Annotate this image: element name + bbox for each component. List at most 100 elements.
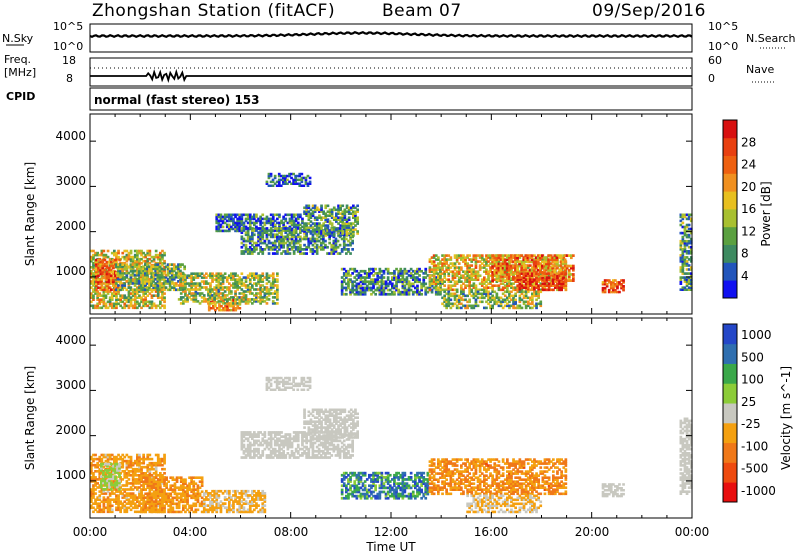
data-cell (522, 280, 526, 283)
data-cell (356, 232, 359, 235)
data-cell (681, 262, 685, 265)
data-cell (401, 280, 405, 284)
data-cell (541, 282, 545, 285)
data-cell (170, 286, 174, 289)
data-cell (101, 288, 105, 292)
data-cell (543, 286, 547, 289)
data-cell (133, 280, 137, 283)
data-cell (198, 274, 202, 277)
data-cell (159, 296, 162, 299)
data-cell (112, 270, 115, 274)
data-cell (309, 230, 313, 233)
data-cell (393, 269, 396, 273)
data-cell (113, 480, 116, 483)
data-cell (347, 224, 351, 227)
data-cell (474, 262, 478, 265)
data-cell (351, 239, 354, 243)
data-cell (240, 298, 244, 301)
data-cell (524, 260, 528, 263)
data-cell (137, 273, 141, 277)
data-cell (273, 245, 277, 249)
data-cell (163, 259, 166, 263)
data-cell (543, 266, 547, 269)
data-cell (217, 300, 221, 303)
nsky-tick-top: 10^5 (53, 20, 83, 33)
data-cell (361, 290, 365, 294)
data-cell (612, 290, 615, 294)
data-cell (156, 280, 160, 283)
data-cell (141, 273, 145, 277)
data-cell (292, 172, 295, 176)
data-cell (92, 266, 95, 269)
data-cell (109, 276, 113, 280)
data-cell (535, 274, 538, 277)
data-cell (117, 506, 120, 510)
data-cell (271, 280, 275, 283)
data-cell (354, 214, 357, 217)
data-cell (282, 241, 285, 245)
data-cell (545, 258, 548, 262)
data-cell (286, 239, 290, 243)
data-cell (271, 213, 275, 217)
data-cell (499, 254, 503, 257)
data-cell (447, 290, 451, 294)
data-cell (152, 259, 156, 263)
data-cell (92, 486, 95, 489)
data-cell (234, 272, 237, 275)
data-cell (683, 225, 687, 229)
data-cell (562, 286, 566, 289)
data-cell (552, 288, 555, 292)
data-cell (296, 225, 300, 229)
data-cell (520, 298, 524, 302)
freq-unit: [MHz] (4, 66, 36, 79)
data-cell (282, 229, 285, 232)
data-cell (188, 292, 191, 295)
data-cell (560, 282, 563, 285)
data-cell (92, 284, 95, 287)
data-cell (311, 214, 315, 217)
data-cell (207, 292, 210, 295)
colorbar-frame (722, 119, 738, 299)
data-cell (113, 251, 116, 255)
data-cell (354, 218, 357, 221)
data-cell (99, 270, 102, 274)
data-cell (386, 278, 390, 281)
data-cell (154, 265, 157, 269)
data-cell (156, 288, 160, 292)
data-cell (339, 208, 342, 212)
data-cell (242, 243, 246, 247)
data-cell (177, 288, 180, 292)
data-cell (503, 258, 507, 262)
data-cell (328, 234, 332, 237)
data-cell (90, 470, 93, 473)
data-cell (259, 231, 262, 234)
cpid-label: CPID (6, 90, 35, 103)
data-cell (491, 264, 494, 268)
data-cell (259, 239, 262, 243)
data-cell (416, 269, 419, 273)
data-cell (524, 266, 528, 269)
data-cell (679, 239, 683, 243)
data-cell (464, 306, 467, 310)
data-cell (184, 294, 187, 297)
data-cell (685, 272, 689, 275)
data-cell (144, 269, 147, 273)
data-cell (253, 276, 256, 279)
data-cell (98, 490, 102, 493)
data-cell (451, 264, 455, 267)
data-cell (526, 256, 530, 260)
data-cell (290, 223, 294, 227)
data-cell (305, 252, 308, 255)
data-cell (378, 290, 382, 294)
data-cell (166, 282, 170, 285)
data-cell (213, 292, 216, 295)
data-cell (154, 253, 158, 257)
data-cell (522, 300, 526, 304)
data-cell (234, 294, 237, 297)
data-cell (681, 276, 685, 279)
data-cell (470, 274, 474, 277)
data-cell (555, 260, 559, 264)
data-cell (265, 272, 269, 275)
data-cell (102, 465, 106, 469)
data-cell (499, 268, 503, 272)
